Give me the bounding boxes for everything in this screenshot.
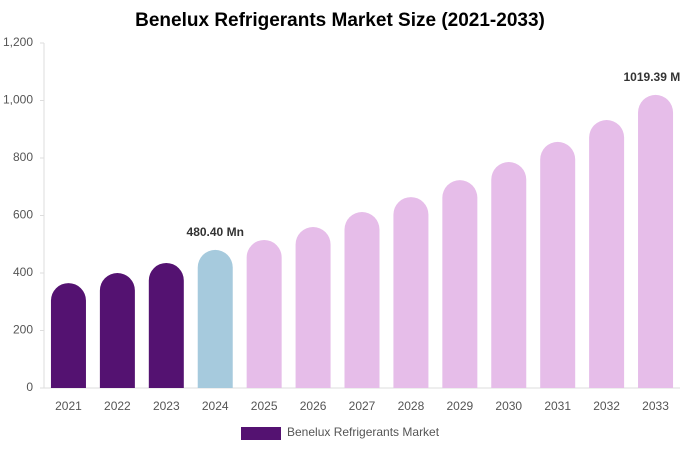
x-tick-label: 2031 xyxy=(544,399,571,413)
legend-label: Benelux Refrigerants Market xyxy=(287,425,440,439)
legend-swatch xyxy=(241,427,281,440)
data-label: 480.40 Mn xyxy=(187,225,244,239)
bar xyxy=(148,262,184,388)
x-tick-label: 2032 xyxy=(593,399,620,413)
y-tick-label: 400 xyxy=(13,265,33,279)
y-tick-label: 200 xyxy=(13,323,33,337)
x-tick-label: 2021 xyxy=(55,399,82,413)
x-tick-label: 2022 xyxy=(104,399,131,413)
data-label: 1019.39 Mn xyxy=(624,70,680,84)
y-tick-label: 800 xyxy=(13,150,33,164)
bar xyxy=(638,94,674,388)
x-tick-label: 2028 xyxy=(398,399,425,413)
x-tick-label: 2027 xyxy=(349,399,376,413)
bar xyxy=(344,212,380,388)
y-tick-label: 600 xyxy=(13,208,33,222)
x-tick-label: 2030 xyxy=(495,399,522,413)
x-tick-label: 2029 xyxy=(446,399,473,413)
bar xyxy=(491,162,527,388)
bar xyxy=(295,227,331,388)
x-tick-label: 2033 xyxy=(642,399,669,413)
y-tick-label: 1,000 xyxy=(3,93,33,107)
y-tick-label: 0 xyxy=(26,380,33,394)
chart-title: Benelux Refrigerants Market Size (2021-2… xyxy=(135,10,545,31)
bar xyxy=(197,249,233,388)
y-tick-label: 1,200 xyxy=(3,35,33,49)
x-tick-label: 2023 xyxy=(153,399,180,413)
bar xyxy=(393,197,429,388)
bar xyxy=(589,120,625,389)
bar xyxy=(99,273,135,388)
bar xyxy=(442,180,478,388)
x-tick-label: 2026 xyxy=(300,399,327,413)
x-tick-label: 2025 xyxy=(251,399,278,413)
bar xyxy=(246,239,282,388)
bar xyxy=(50,283,86,388)
bar xyxy=(540,141,576,388)
x-tick-label: 2024 xyxy=(202,399,229,413)
